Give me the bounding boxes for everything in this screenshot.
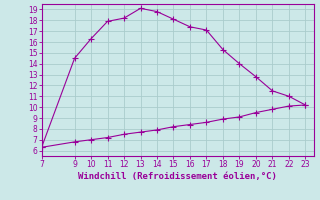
X-axis label: Windchill (Refroidissement éolien,°C): Windchill (Refroidissement éolien,°C) bbox=[78, 172, 277, 181]
